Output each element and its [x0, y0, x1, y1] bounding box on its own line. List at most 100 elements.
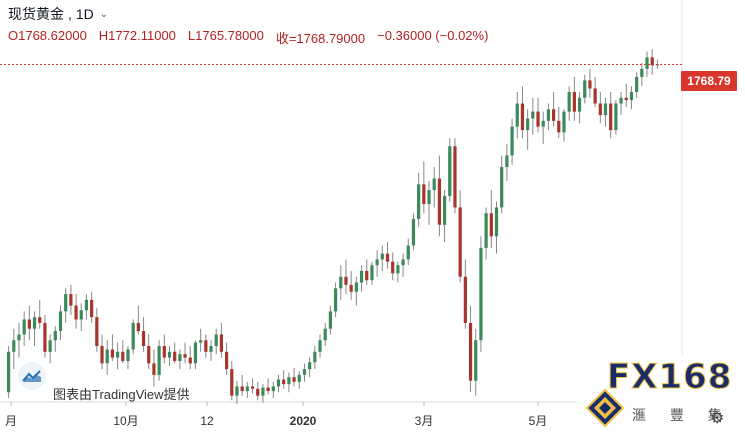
candle-body [526, 118, 530, 131]
candle-body [214, 334, 218, 347]
candle-body [167, 351, 172, 358]
x-tick-label: 5月 [529, 414, 548, 428]
candle-body [323, 328, 327, 341]
ohlc-legend: O1768.62000 H1772.11000 L1765.78000 收=17… [8, 28, 488, 47]
candle-body [318, 340, 322, 352]
candle-body [230, 369, 234, 396]
candle-body [64, 294, 68, 312]
candle-body [224, 351, 229, 370]
candle-body [411, 219, 416, 246]
gear-icon[interactable]: ⚙ [710, 410, 725, 427]
candle-body [562, 111, 566, 133]
x-tick-label: 3月 [415, 414, 434, 428]
candle-body [131, 322, 135, 350]
candle-body [53, 331, 57, 341]
candle-body [183, 354, 187, 358]
candle-body [510, 126, 514, 156]
candle-body [245, 386, 249, 392]
candle-body [609, 103, 613, 131]
candle-body [38, 317, 42, 323]
ohlc-high: H1772.11000 [98, 28, 176, 43]
candle-body [520, 103, 525, 131]
candle-body [463, 276, 467, 323]
candle-body [271, 386, 275, 392]
candle-body [235, 386, 239, 396]
candle-body [204, 340, 208, 352]
candle-body [48, 340, 52, 352]
candle-body [505, 155, 509, 168]
candle-body [188, 357, 192, 364]
candle-body [629, 91, 634, 101]
candle-body [74, 305, 78, 320]
candle-body [32, 317, 37, 329]
candle-body [95, 317, 99, 347]
candle-body [645, 57, 649, 69]
candle-body [17, 334, 21, 341]
candle-body [588, 80, 592, 89]
candle-body [448, 146, 452, 196]
candle-body [572, 91, 576, 112]
x-tick-label: 月 [5, 414, 17, 428]
candle-body [551, 109, 556, 121]
candle-body [58, 311, 63, 332]
candle-body [105, 349, 109, 364]
candle-body [43, 322, 47, 352]
candle-body [536, 111, 540, 127]
candle-body [308, 362, 312, 370]
candle-body [147, 346, 151, 364]
x-tick-label: 12 [200, 414, 214, 428]
candle-body [219, 334, 224, 352]
candle-body [614, 103, 618, 131]
candle-body [110, 349, 115, 358]
candle-body [422, 184, 426, 204]
candle-body [12, 340, 16, 352]
candle-body [359, 270, 364, 283]
candle-body [603, 103, 608, 116]
symbol-title-row[interactable]: 现货黄金, 1D ⌄ [8, 6, 109, 22]
tradingview-watermark[interactable]: 图表由TradingView提供 [18, 362, 190, 402]
candle-body [541, 120, 545, 127]
candle-body [500, 167, 504, 208]
candle-body [365, 270, 369, 281]
candle-body [370, 265, 374, 281]
candle-body [385, 253, 390, 262]
emblem-icon [585, 388, 625, 428]
candle-body [162, 346, 166, 358]
candle-body [583, 80, 587, 98]
tradingview-logo-icon [18, 362, 46, 390]
candle-body [84, 299, 89, 311]
candle-body [479, 247, 483, 341]
candle-body [396, 265, 400, 274]
chevron-down-icon[interactable]: ⌄ [99, 8, 109, 20]
current-price-label: 1768.79 [681, 71, 737, 91]
candle-body [157, 346, 161, 375]
candle-body [313, 351, 317, 363]
candle-body [276, 379, 281, 387]
candle-body [287, 377, 291, 385]
candle-body [256, 388, 260, 396]
candle-body [250, 386, 255, 389]
candle-body [531, 111, 535, 119]
candle-body [193, 342, 198, 364]
candle-body [292, 377, 296, 382]
ohlc-close: 收=1768.79000 [275, 31, 366, 46]
candle-body [152, 363, 156, 375]
candle-body [297, 374, 301, 382]
candle-body [22, 319, 26, 335]
candle-body [474, 340, 478, 381]
candle-body [489, 213, 493, 237]
candle-body [624, 97, 628, 101]
watermark-text: 图表由TradingView提供 [53, 387, 190, 402]
candle-body [178, 354, 182, 362]
x-tick-label: 10月 [113, 414, 138, 428]
candle-body [173, 351, 177, 362]
candle-body [79, 310, 83, 320]
candle-body [427, 190, 431, 204]
candle-body [593, 88, 597, 104]
candle-body [406, 245, 410, 260]
candle-body [121, 351, 125, 362]
candle-body [339, 276, 343, 289]
candle-body [546, 109, 551, 121]
candle-body [6, 351, 11, 393]
